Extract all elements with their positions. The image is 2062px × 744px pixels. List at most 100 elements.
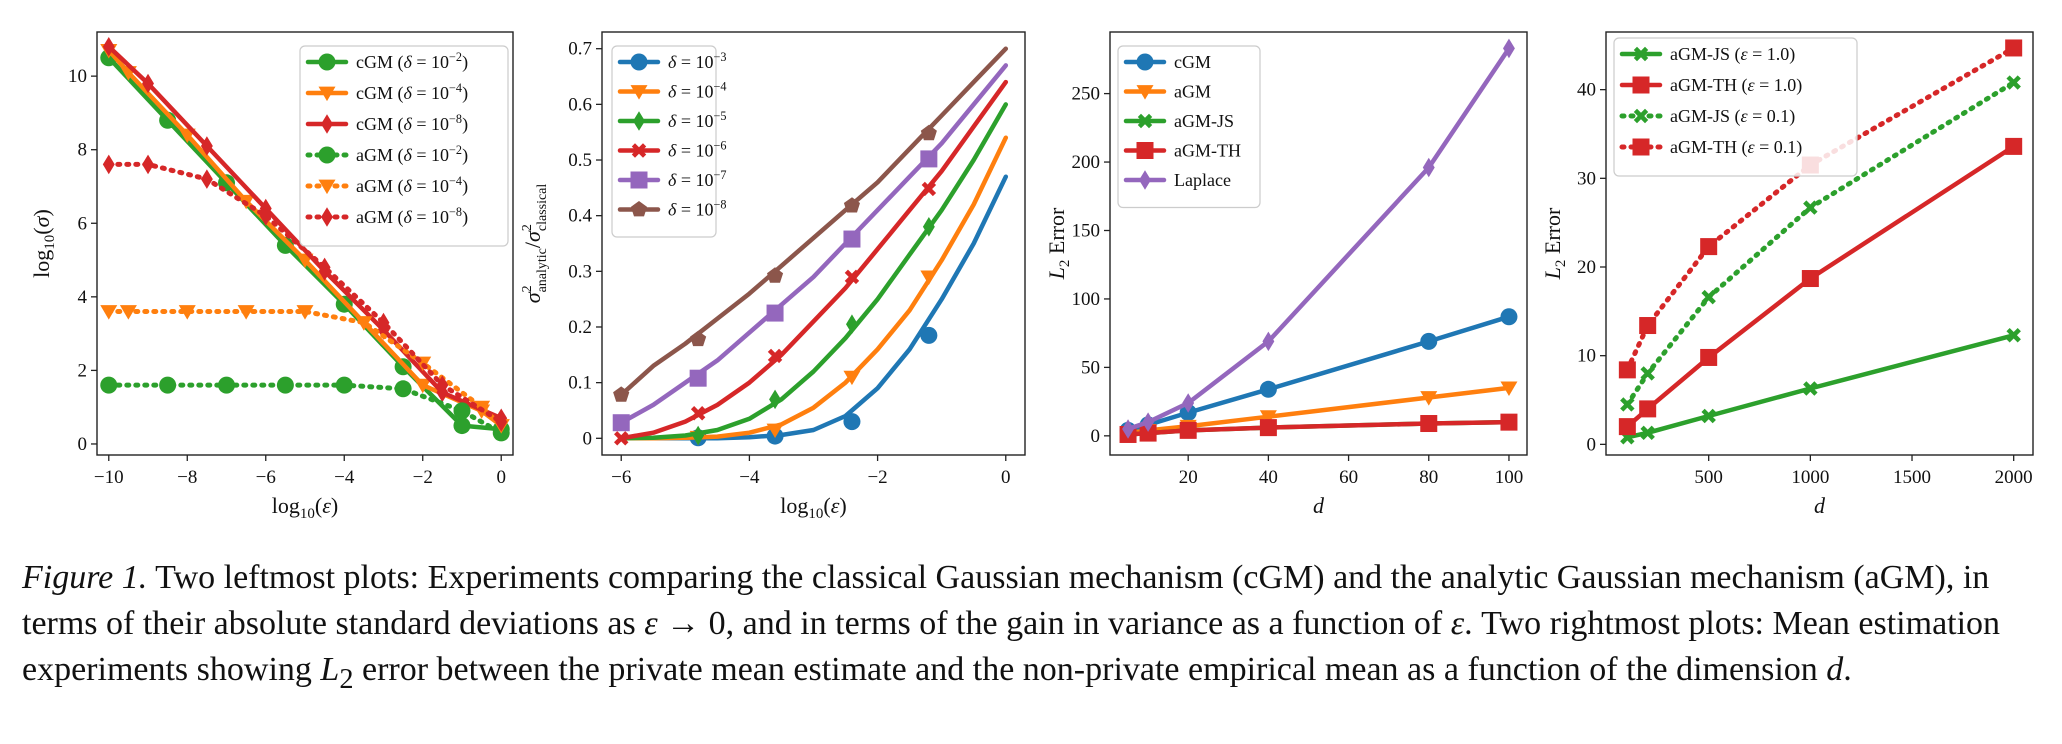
legend-marker xyxy=(321,207,333,227)
data-point xyxy=(1420,332,1438,350)
legend-marker xyxy=(321,114,333,134)
data-point xyxy=(394,380,412,398)
y-tick-label: 30 xyxy=(1577,168,1596,189)
legend-label: δ = 10−4 xyxy=(668,80,727,102)
data-point xyxy=(920,326,938,344)
series-line-6 xyxy=(618,46,1009,398)
data-point xyxy=(377,312,390,333)
y-tick-label: 40 xyxy=(1577,80,1596,101)
x-tick-label: −10 xyxy=(94,467,124,488)
data-point xyxy=(1182,393,1195,413)
legend-marker xyxy=(630,53,648,71)
data-point xyxy=(766,304,784,322)
legend-label: Laplace xyxy=(1174,170,1231,190)
y-tick-label: 6 xyxy=(78,213,88,234)
legend-marker xyxy=(318,86,336,102)
y-tick-label: 250 xyxy=(1072,84,1101,105)
data-point xyxy=(200,169,213,189)
data-point xyxy=(846,314,858,334)
data-point xyxy=(769,389,781,410)
data-point xyxy=(276,236,294,254)
data-point xyxy=(119,305,137,320)
x-tick-label: −4 xyxy=(334,467,355,488)
data-point xyxy=(1639,317,1657,335)
data-point xyxy=(318,257,331,278)
legend-label: δ = 10−8 xyxy=(668,198,727,220)
x-axis-label: log10(ε) xyxy=(780,493,846,520)
series-line-4 xyxy=(618,79,1009,441)
y-tick-label: 0.4 xyxy=(568,206,592,227)
data-point xyxy=(689,369,707,387)
legend-marker xyxy=(1139,170,1151,190)
data-point xyxy=(1259,410,1277,425)
legend-label: aGM-TH (ε = 0.1) xyxy=(1670,137,1802,158)
data-point xyxy=(767,348,783,364)
data-point xyxy=(1700,238,1718,256)
y-tick-label: 8 xyxy=(78,140,88,161)
data-point xyxy=(920,270,938,285)
series-line-1 xyxy=(106,55,504,432)
legend-marker xyxy=(318,179,336,195)
data-point xyxy=(1259,380,1277,398)
data-point xyxy=(237,305,255,320)
y-tick-label: 0 xyxy=(583,428,593,449)
data-point xyxy=(296,305,314,320)
y-axis-label: log10(σ) xyxy=(29,209,58,278)
data-point xyxy=(436,375,449,395)
data-point xyxy=(200,136,213,156)
figure-label: Figure 1. xyxy=(22,559,148,596)
series-line-6 xyxy=(106,161,504,425)
data-point xyxy=(335,376,353,394)
y-tick-label: 0 xyxy=(78,434,88,455)
data-point xyxy=(692,425,705,446)
data-point xyxy=(1262,331,1275,352)
y-tick-label: 0 xyxy=(1587,434,1597,455)
legend-box xyxy=(1117,45,1261,209)
data-point xyxy=(495,412,508,432)
data-point xyxy=(1803,200,1818,215)
figure-caption: Figure 1. Two leftmost plots: Experiment… xyxy=(22,555,2042,703)
x-axis-label: d xyxy=(1814,493,1826,518)
x-tick-label: 40 xyxy=(1259,467,1278,488)
y-tick-label: 0.5 xyxy=(568,150,592,171)
legend-label: aGM-TH (ε = 1.0) xyxy=(1670,75,1802,96)
figure-plots: −10 −8 −6 −4 −2 0 0 2 4 6 8 10 log10(ε) log10(σ) cGM (… xyxy=(29,31,2034,520)
y-axis-label: L2 Error xyxy=(1540,207,1569,280)
legend-label: cGM (δ = 10−4) xyxy=(356,81,468,104)
plot-frame xyxy=(1109,31,1528,456)
x-tick-label: 100 xyxy=(1495,467,1524,488)
legend-label: δ = 10−5 xyxy=(668,109,727,131)
x-tick-label: 1500 xyxy=(1893,467,1931,488)
data-point xyxy=(453,402,471,420)
legend-marker xyxy=(1633,46,1649,62)
legend-box xyxy=(1613,37,1858,177)
data-point xyxy=(1618,418,1636,436)
y-tick-label: 100 xyxy=(1072,289,1101,310)
data-point xyxy=(355,316,373,331)
x-tick-label: 0 xyxy=(496,467,506,488)
chart-panel-4: 500 1000 1500 2000 0 10 20 30 40 d L2 Error aGM-JS … xyxy=(1540,31,2034,518)
legend-marker xyxy=(318,146,336,164)
data-point xyxy=(142,73,154,94)
data-point xyxy=(1701,408,1716,424)
y-tick-label: 200 xyxy=(1072,152,1101,173)
data-point xyxy=(276,376,294,394)
legend: cGM (δ = 10−2) cGM (δ = 10−4) cGM (δ = 10−… xyxy=(299,45,509,247)
legend-marker xyxy=(1632,138,1650,156)
legend-box xyxy=(299,45,509,247)
data-point xyxy=(766,423,784,439)
legend-marker xyxy=(630,171,648,189)
data-point xyxy=(1142,412,1155,432)
data-point xyxy=(767,267,784,283)
data-point xyxy=(2006,75,2021,90)
data-point xyxy=(1503,38,1515,59)
data-point xyxy=(1259,419,1277,437)
data-point xyxy=(453,417,471,435)
data-point xyxy=(920,150,938,168)
plot-frame xyxy=(96,31,514,456)
y-tick-label: 0.7 xyxy=(568,39,592,60)
series-line-4 xyxy=(106,382,504,436)
data-point xyxy=(1803,381,1818,396)
legend-label: aGM (δ = 10−2) xyxy=(356,143,468,166)
data-point xyxy=(1700,348,1718,366)
